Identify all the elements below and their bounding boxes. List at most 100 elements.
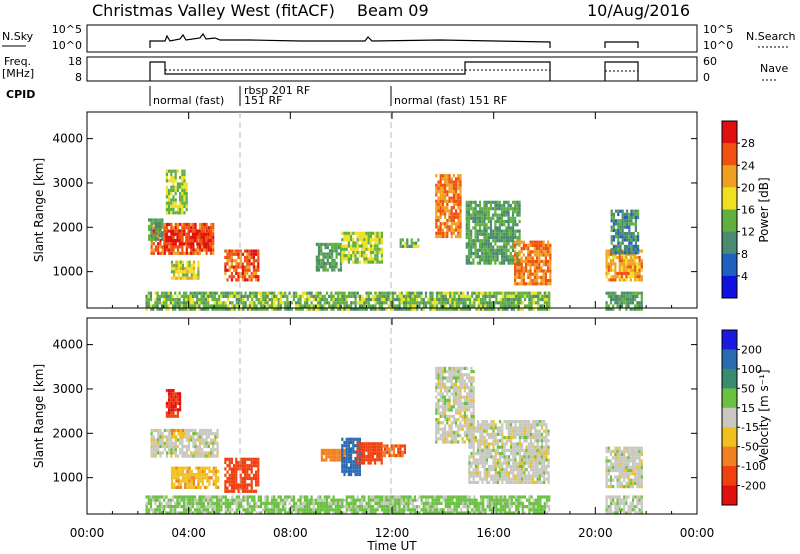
cpid-row: CPID normal (fast) rbsp 201 RF 151 RF no… [6, 84, 507, 107]
velocity-colorbar-swatch [722, 388, 737, 409]
power-panel: 1000 2000 3000 4000 Slant Range [km] [32, 111, 698, 311]
velocity-x-ticks [86, 318, 698, 514]
freq-label-2: [MHz] [2, 67, 34, 80]
velocity-patch [170, 428, 185, 439]
power-patch [465, 200, 521, 265]
power-colorbar-swatch [722, 165, 737, 188]
x-tick-label: 00:00 [680, 526, 715, 540]
velocity-colorbar-tick-label: 200 [741, 343, 762, 356]
x-tick-label: 16:00 [476, 526, 511, 540]
y-tick-label: 2000 [52, 220, 83, 234]
power-colorbar-swatch [722, 121, 737, 144]
power-patch [605, 291, 643, 311]
nsky-tick-bottom: 10^0 [52, 39, 82, 52]
velocity-colorbar-frame [721, 329, 738, 506]
velocity-patch [224, 457, 260, 493]
cpid-segment-3: 151 RF [244, 94, 282, 107]
nsky-trace [149, 32, 639, 48]
beam-label: Beam 09 [357, 1, 429, 20]
velocity-colorbar-tick-label: -100 [741, 460, 766, 473]
nsky-label: N.Sky [2, 30, 34, 43]
nsearch-label: N.Search [746, 30, 796, 43]
power-heatmap [145, 169, 643, 311]
power-colorbar-tick-label: 20 [741, 181, 755, 194]
power-colorbar-tick-label: 4 [741, 270, 748, 283]
velocity-patch [435, 366, 475, 444]
velocity-patch [145, 495, 551, 515]
power-colorbar-tick-label: 12 [741, 226, 755, 239]
velocity-colorbar-swatch [722, 407, 737, 428]
velocity-panel: 1000 2000 3000 4000 Slant Range [km] [32, 317, 698, 515]
velocity-colorbar-label: Velocity [m s⁻¹] [757, 369, 771, 462]
nave-tick-top: 60 [703, 55, 717, 68]
power-colorbar-tick-label: 8 [741, 248, 748, 261]
nsky-right-tick-bottom: 10^0 [703, 39, 733, 52]
velocity-patch [468, 420, 550, 484]
velocity-patch [165, 389, 182, 418]
velocity-ylabel: Slant Range [km] [32, 364, 46, 468]
power-patch [399, 238, 420, 248]
y-tick-label: 3000 [52, 176, 83, 190]
power-patch [435, 174, 462, 239]
x-tick-label: 08:00 [273, 526, 308, 540]
freq-tick-bottom: 8 [75, 71, 82, 84]
station-title: Christmas Valley West (fitACF) [92, 1, 335, 20]
freq-tick-top: 18 [68, 55, 82, 68]
power-colorbar-swatch [722, 143, 737, 166]
velocity-colorbar-swatch [722, 349, 737, 370]
nave-label: Nave [760, 62, 788, 75]
power-colorbar-swatch [722, 187, 737, 210]
velocity-colorbar-swatch [722, 330, 737, 350]
power-patch [148, 218, 164, 241]
velocity-heatmap [145, 366, 643, 515]
velocity-patch [605, 446, 643, 489]
power-colorbar-swatch [722, 209, 737, 233]
velocity-colorbar-tick-label: 15 [741, 402, 755, 415]
nsky-tick-top: 10^5 [52, 23, 82, 36]
power-patch [165, 169, 188, 215]
x-axis-title: Time UT [366, 539, 417, 553]
velocity-colorbar-swatch [722, 485, 737, 506]
power-patch [163, 229, 212, 246]
y-tick-label: 4000 [52, 338, 83, 352]
velocity-patch [170, 466, 220, 489]
y-tick-label: 4000 [52, 132, 83, 146]
power-colorbar-tick-label: 24 [741, 159, 755, 172]
nave-trace [165, 69, 638, 72]
velocity-patch [605, 495, 643, 515]
power-colorbar-label: Power [dB] [757, 177, 771, 242]
velocity-patch [150, 428, 219, 458]
nsky-right-tick-top: 10^5 [703, 23, 733, 36]
cpid-segment-2: rbsp 201 RF [244, 84, 310, 97]
velocity-colorbar-swatch [722, 427, 737, 448]
nave-tick-bottom: 0 [703, 71, 710, 84]
cpid-label: CPID [6, 88, 35, 101]
velocity-colorbar-tick-label: -200 [741, 480, 766, 493]
power-y-axis: 1000 2000 3000 4000 [52, 132, 697, 279]
y-tick-label: 2000 [52, 426, 83, 440]
velocity-colorbar-tick-label: 50 [741, 382, 755, 395]
velocity-colorbar-swatch [722, 368, 737, 389]
power-colorbar-tick-label: 16 [741, 204, 755, 217]
freq-panel: Freq. [MHz] 18 8 60 0 Nave [2, 55, 788, 84]
velocity-colorbar-tick-label: -50 [741, 441, 759, 454]
velocity-patch [381, 444, 406, 458]
velocity-colorbar-tick-label: -15 [741, 421, 759, 434]
power-patch [341, 231, 383, 264]
power-x-ticks [86, 112, 698, 308]
power-patch [170, 260, 200, 280]
x-axis-labels: 00:00 04:00 08:00 12:00 16:00 20:00 00:00 [70, 526, 715, 540]
power-patch [224, 249, 260, 282]
freq-label-1: Freq. [4, 55, 31, 68]
velocity-colorbar-tick-label: 100 [741, 363, 762, 376]
freq-trace [149, 61, 639, 81]
velocity-colorbar: 200 100 50 15 -15 -50 -100 -200 [721, 329, 766, 506]
power-colorbar: 4 8 12 16 20 24 28 [721, 120, 755, 299]
x-tick-label: 04:00 [171, 526, 206, 540]
power-patch [514, 240, 552, 286]
nsky-panel: N.Sky 10^5 10^0 10^5 10^0 N.Search [2, 23, 796, 53]
velocity-y-axis: 1000 2000 3000 4000 [52, 338, 697, 485]
cpid-segment-4: normal (fast) 151 RF [394, 94, 507, 107]
cpid-segment-1: normal (fast) [153, 94, 224, 107]
